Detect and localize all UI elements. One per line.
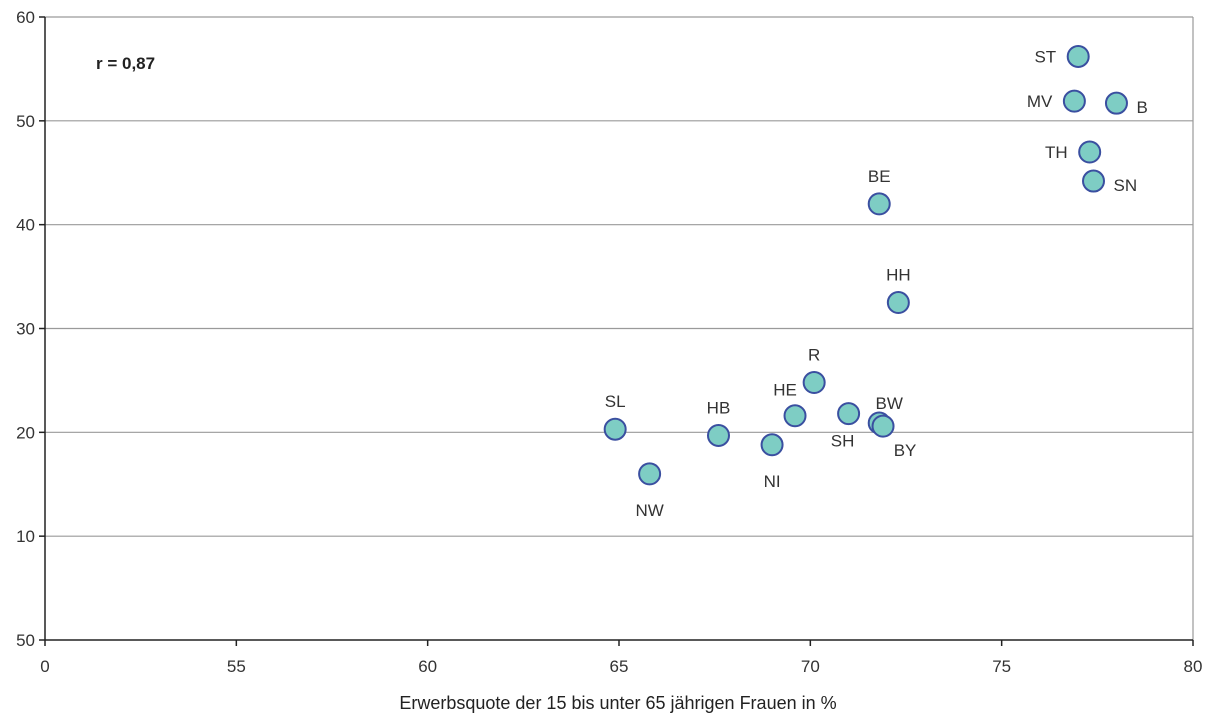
data-point-b [1104,91,1128,115]
y-tick-label: 60 [16,8,35,27]
point-label-bw: BW [876,394,903,413]
y-tick-label: 10 [16,527,35,546]
point-labels: ST MV B TH SN BE HH R HE SH BW BY SL HB NI NW [605,47,1148,519]
point-label-sl: SL [605,392,626,411]
y-tick-label: 50 [16,631,35,650]
x-tick-label: 0 [40,657,49,676]
data-point-st [1066,44,1090,68]
data-point-mv [1062,89,1086,113]
point-label-sh: SH [831,432,855,451]
point-label-he: HE [773,381,797,400]
point-label-nw: NW [635,501,663,520]
point-label-st: ST [1034,47,1056,66]
point-label-th: TH [1045,143,1068,162]
grid [45,16,1194,640]
y-tick-label: 20 [16,423,35,442]
point-label-r: R [808,345,820,364]
point-label-by: BY [894,441,917,460]
data-point-sl [603,417,627,441]
data-point-hh [886,291,910,315]
data-point-th [1078,140,1102,164]
y-tick-label: 50 [16,112,35,131]
axes [39,16,1194,646]
y-tick-label: 40 [16,216,35,235]
data-point-ni [760,433,784,457]
point-label-be: BE [868,167,891,186]
point-label-sn: SN [1114,176,1138,195]
data-point-be [867,192,891,216]
data-point-nw [638,462,662,486]
point-label-hb: HB [707,398,731,417]
x-tick-label: 70 [801,657,820,676]
data-point-by [871,414,895,438]
tick-labels: 50 10 20 30 40 50 60 0 55 60 65 70 75 80 [16,8,1202,676]
data-point-sh [837,402,861,426]
x-axis-label: Erwerbsquote der 15 bis unter 65 jährige… [399,693,836,713]
x-tick-label: 80 [1184,657,1203,676]
x-tick-label: 55 [227,657,246,676]
point-label-b: B [1136,98,1147,117]
correlation-annotation: r = 0,87 [96,54,155,73]
y-tick-label: 30 [16,320,35,339]
data-points [603,44,1128,486]
x-tick-label: 60 [418,657,437,676]
point-label-ni: NI [764,472,781,491]
data-point-he [783,404,807,428]
data-point-sn [1082,169,1106,193]
point-label-hh: HH [886,266,911,285]
point-label-mv: MV [1027,92,1053,111]
x-tick-label: 65 [610,657,629,676]
data-point-r [802,370,826,394]
x-tick-label: 75 [992,657,1011,676]
data-point-hb [706,423,730,447]
